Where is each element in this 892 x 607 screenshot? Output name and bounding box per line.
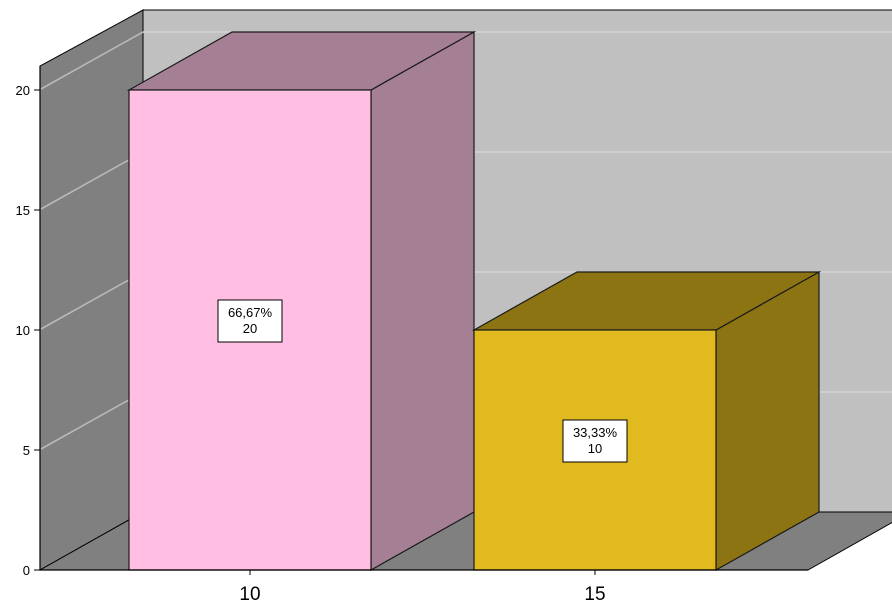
- bars-group: 66,67%20 33,33%10: [126, 30, 822, 572]
- gridline-side: [40, 31, 144, 90]
- gridline-side: [40, 271, 144, 330]
- bar-side-face: [370, 30, 475, 572]
- y-tick-label: 0: [23, 563, 30, 578]
- side-wall: [39, 9, 144, 571]
- data-label: 66,67%20: [217, 299, 283, 343]
- x-category-label: 15: [584, 584, 605, 605]
- gridline-side: [40, 391, 144, 450]
- bar-10: 66,67%20: [126, 30, 477, 572]
- y-axis: 0 5 10 15 20: [16, 66, 41, 578]
- data-label-box: [217, 299, 283, 343]
- bar-15: 33,33%10: [471, 270, 822, 572]
- y-tick-label: 5: [23, 443, 30, 458]
- data-label-box: [562, 419, 628, 463]
- data-label-percent: 33,33%: [573, 425, 618, 440]
- y-tick-label: 10: [16, 323, 30, 338]
- y-tick-label: 20: [16, 83, 30, 98]
- data-label-count: 20: [243, 321, 257, 336]
- y-tick-label: 15: [16, 203, 30, 218]
- x-category-label: 10: [239, 584, 260, 605]
- data-label-count: 10: [588, 441, 602, 456]
- x-axis: 10 15: [40, 569, 808, 605]
- data-label-percent: 66,67%: [228, 305, 273, 320]
- data-label: 33,33%10: [562, 419, 628, 463]
- gridline-side: [40, 151, 144, 210]
